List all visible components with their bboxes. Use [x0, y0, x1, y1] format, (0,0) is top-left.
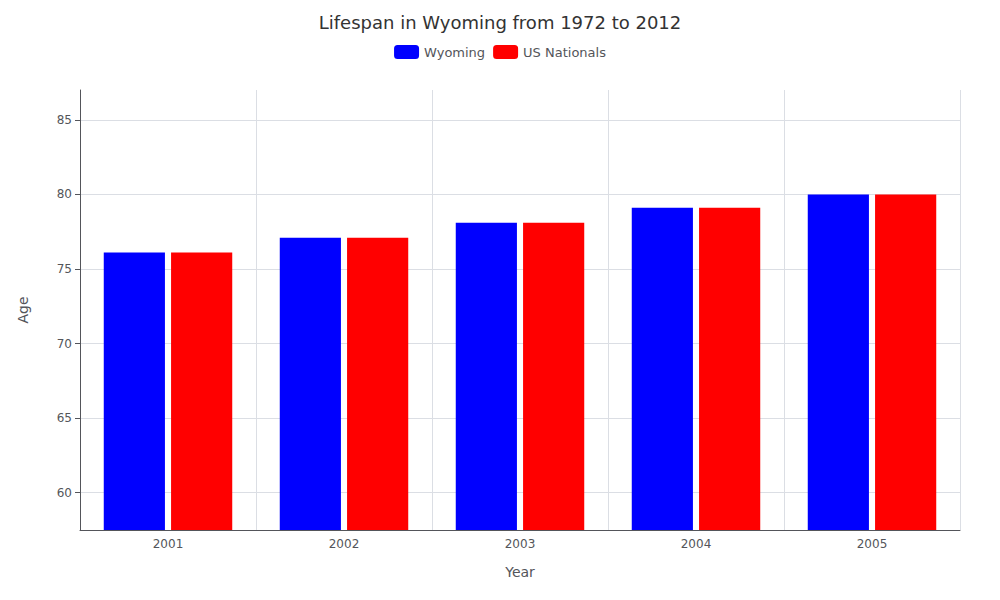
- svg-text:2001: 2001: [153, 537, 184, 551]
- svg-text:85: 85: [57, 113, 72, 127]
- svg-text:75: 75: [57, 262, 72, 276]
- svg-text:80: 80: [57, 187, 72, 201]
- svg-text:2002: 2002: [329, 537, 360, 551]
- svg-text:2003: 2003: [505, 537, 536, 551]
- svg-text:70: 70: [57, 337, 72, 351]
- svg-text:2005: 2005: [857, 537, 888, 551]
- svg-text:60: 60: [57, 486, 72, 500]
- svg-text:2004: 2004: [681, 537, 712, 551]
- svg-text:Lifespan in Wyoming from 1972: Lifespan in Wyoming from 1972 to 2012: [319, 12, 682, 33]
- svg-text:Year: Year: [504, 564, 535, 580]
- svg-text:Wyoming: Wyoming: [424, 45, 485, 60]
- svg-text:Age: Age: [15, 296, 31, 323]
- svg-text:US Nationals: US Nationals: [523, 45, 606, 60]
- svg-text:65: 65: [57, 411, 72, 425]
